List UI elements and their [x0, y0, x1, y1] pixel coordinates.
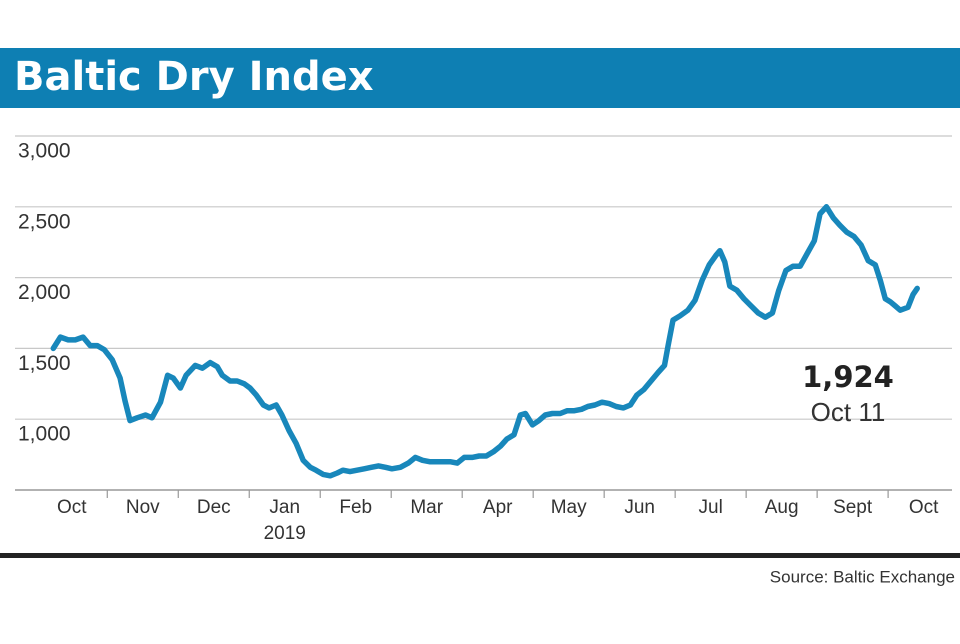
annotation-date: Oct 11 [811, 397, 886, 427]
x-tick-label: Nov [126, 497, 160, 518]
x-tick-label: Jan [269, 497, 300, 518]
x-tick-label: Sept [833, 497, 873, 518]
y-tick-label: 3,000 [18, 140, 71, 163]
line [50, 204, 920, 479]
chart-title: Baltic Dry Index [14, 54, 374, 100]
x-tick-label: May [551, 497, 587, 518]
y-tick-label: 2,000 [18, 281, 71, 304]
x-tick-sublabel: 2019 [264, 523, 306, 544]
y-tick-label: 2,500 [18, 210, 71, 233]
x-tick-label: Jun [624, 497, 655, 518]
x-tick-label: Dec [197, 497, 231, 518]
x-tick-label: Jul [699, 497, 723, 518]
y-tick-label: 1,500 [18, 352, 71, 375]
x-tick-label: Feb [339, 497, 372, 518]
source: Source: Baltic Exchange [770, 567, 955, 586]
y-tick-label: 1,000 [18, 423, 71, 446]
x-tick-label: Oct [57, 497, 87, 518]
bottom-rule [0, 553, 960, 558]
x-tick-label: Apr [483, 497, 513, 518]
x-tick-label: Mar [410, 497, 443, 518]
x-tick-label: Oct [909, 497, 939, 518]
title-bar [0, 48, 960, 108]
x-tick-label: Aug [765, 497, 799, 518]
annotation-value: 1,924 [802, 360, 894, 394]
